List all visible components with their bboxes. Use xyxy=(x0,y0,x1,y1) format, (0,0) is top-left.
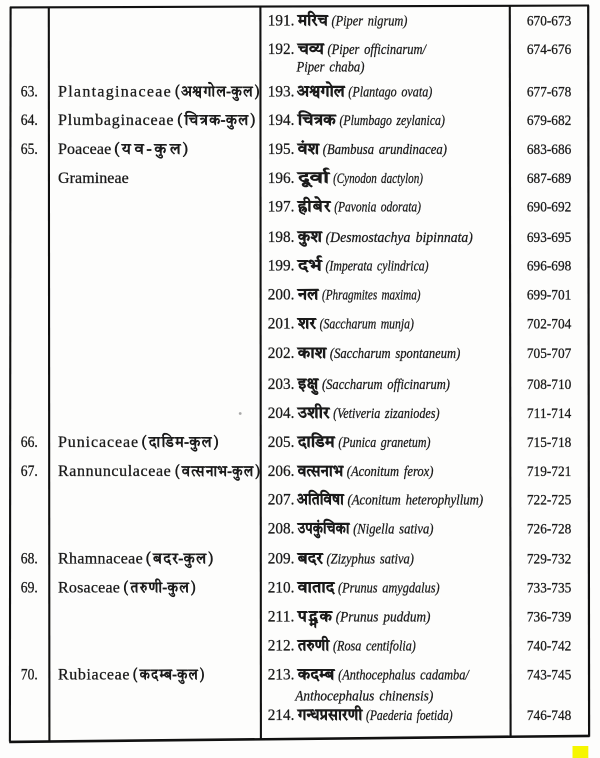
svg-text:211.: 211. xyxy=(268,609,295,626)
svg-text:63.: 63. xyxy=(21,84,38,101)
svg-text:214.: 214. xyxy=(268,707,295,724)
svg-text:702-704: 702-704 xyxy=(527,317,572,333)
svg-text:693-695: 693-695 xyxy=(527,230,571,246)
svg-text:199.: 199. xyxy=(268,258,295,275)
svg-text:Rhamnaceae: Rhamnaceae xyxy=(58,551,143,568)
svg-text:213.: 213. xyxy=(268,667,295,684)
svg-text:64.: 64. xyxy=(21,112,38,129)
svg-text:212.: 212. xyxy=(268,638,295,655)
svg-text:Rannunculaceae: Rannunculaceae xyxy=(58,463,171,480)
svg-text:Piper chaba): Piper chaba) xyxy=(296,60,365,76)
svg-text:206.: 206. xyxy=(268,463,295,480)
svg-text:699-701: 699-701 xyxy=(527,288,571,304)
svg-text:(Prunus amygdalus): (Prunus amygdalus) xyxy=(338,579,440,597)
svg-text:67.: 67. xyxy=(21,463,38,480)
svg-text:(Imperata cylindrica): (Imperata cylindrica) xyxy=(326,257,430,275)
svg-text:(Cynodon dactylon): (Cynodon dactylon) xyxy=(333,169,423,186)
svg-text:743-745: 743-745 xyxy=(527,668,571,684)
svg-text:(Aconitum heterophyllum): (Aconitum heterophyllum) xyxy=(348,492,484,509)
svg-text:Punicaceae: Punicaceae xyxy=(58,434,139,451)
svg-text:683-686: 683-686 xyxy=(527,142,571,158)
svg-text:204.: 204. xyxy=(268,405,295,422)
svg-text:202.: 202. xyxy=(268,345,295,362)
svg-text:68.: 68. xyxy=(21,551,38,568)
svg-text:210.: 210. xyxy=(268,580,295,597)
svg-text:(Saccharum munja): (Saccharum munja) xyxy=(320,315,415,333)
svg-text:746-748: 746-748 xyxy=(527,708,571,724)
svg-text:(Plantago ovata): (Plantago ovata) xyxy=(348,83,432,101)
svg-text:687-689: 687-689 xyxy=(527,171,571,187)
svg-text:674-676: 674-676 xyxy=(527,42,571,58)
svg-text:200.: 200. xyxy=(268,287,295,304)
svg-text:736-739: 736-739 xyxy=(527,610,571,626)
svg-text:205.: 205. xyxy=(268,434,295,451)
svg-text:726-728: 726-728 xyxy=(527,522,571,538)
svg-text:679-682: 679-682 xyxy=(527,113,571,129)
svg-text:733-735: 733-735 xyxy=(527,581,571,597)
svg-text:677-678: 677-678 xyxy=(527,85,571,101)
svg-text:(Paederia foetida): (Paederia foetida) xyxy=(366,706,453,723)
svg-text:203.: 203. xyxy=(268,376,295,393)
svg-text:Anthocephalus chinensis): Anthocephalus chinensis) xyxy=(294,688,433,705)
svg-text:191.: 191. xyxy=(268,13,295,30)
svg-text:670-673: 670-673 xyxy=(527,14,571,30)
svg-text:690-692: 690-692 xyxy=(527,200,571,216)
svg-text:Plantaginaceae: Plantaginaceae xyxy=(58,84,172,101)
svg-text:198.: 198. xyxy=(268,229,295,246)
svg-text:722-725: 722-725 xyxy=(527,493,571,509)
svg-text:696-698: 696-698 xyxy=(527,259,571,275)
svg-text:(Piper nigrum): (Piper nigrum) xyxy=(332,12,408,30)
svg-text:69.: 69. xyxy=(21,580,38,597)
svg-text:(Nigella sativa): (Nigella sativa) xyxy=(353,522,434,538)
svg-text:(Rosa centifolia): (Rosa centifolia) xyxy=(333,637,416,655)
svg-text:Plumbaginaceae: Plumbaginaceae xyxy=(58,112,174,129)
svg-text:197.: 197. xyxy=(268,199,295,216)
svg-text:70.: 70. xyxy=(21,667,38,684)
svg-text:65.: 65. xyxy=(21,141,38,158)
svg-text:(Phragmites maxima): (Phragmites maxima) xyxy=(322,286,421,303)
svg-text:192.: 192. xyxy=(268,41,295,58)
svg-text:(Prunus puddum): (Prunus puddum) xyxy=(336,609,431,626)
svg-text:(Punica granetum): (Punica granetum) xyxy=(338,434,430,452)
svg-text:(Piper officinarum/: (Piper officinarum/ xyxy=(328,42,427,58)
svg-text:(Desmostachya bipinnata): (Desmostachya bipinnata) xyxy=(326,229,473,246)
svg-text:715-718: 715-718 xyxy=(527,435,571,451)
svg-text:207.: 207. xyxy=(268,492,295,509)
svg-text:209.: 209. xyxy=(268,551,295,568)
svg-text:(Saccharum spontaneum): (Saccharum spontaneum) xyxy=(330,346,461,362)
svg-text:(Plumbago zeylanica): (Plumbago zeylanica) xyxy=(340,112,446,130)
svg-text:Poaceae: Poaceae xyxy=(58,141,111,158)
svg-text:66.: 66. xyxy=(21,434,38,451)
svg-text:208.: 208. xyxy=(268,521,295,538)
svg-text:(Anthocephalus cadamba/: (Anthocephalus cadamba/ xyxy=(338,666,470,684)
svg-text:196.: 196. xyxy=(268,170,295,187)
svg-text:(Saccharum officinarum): (Saccharum officinarum) xyxy=(322,377,450,393)
svg-text:740-742: 740-742 xyxy=(527,639,571,655)
svg-text:711-714: 711-714 xyxy=(527,406,572,422)
svg-text:719-721: 719-721 xyxy=(527,464,571,480)
svg-text:(Pavonia odorata): (Pavonia odorata) xyxy=(334,198,421,215)
svg-text:729-732: 729-732 xyxy=(527,552,571,568)
svg-text:194.: 194. xyxy=(268,112,295,129)
svg-text:Rosaceae: Rosaceae xyxy=(58,580,120,597)
svg-text:195.: 195. xyxy=(268,141,295,158)
svg-text:705-707: 705-707 xyxy=(527,346,571,362)
svg-text:(Bambusa arundinacea): (Bambusa arundinacea) xyxy=(323,142,447,158)
svg-text:(Zizyphus sativa): (Zizyphus sativa) xyxy=(327,551,415,567)
svg-text:708-710: 708-710 xyxy=(527,377,571,393)
svg-text:(Vetiveria zizaniodes): (Vetiveria zizaniodes) xyxy=(333,405,440,423)
svg-text:Gramineae: Gramineae xyxy=(58,170,129,187)
svg-text:(Aconitum ferox): (Aconitum ferox) xyxy=(347,464,434,480)
svg-text:Rubiaceae: Rubiaceae xyxy=(58,667,130,684)
svg-text:193.: 193. xyxy=(268,84,295,101)
svg-text:201.: 201. xyxy=(268,316,295,333)
